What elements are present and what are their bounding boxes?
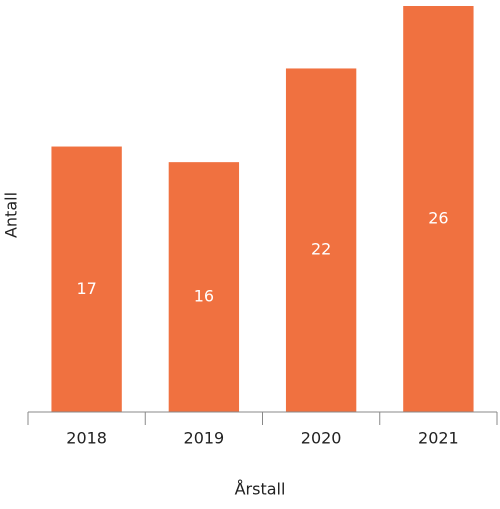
y-axis-label: Antall [2, 192, 21, 238]
bar [285, 68, 357, 412]
data-label: 26 [428, 209, 448, 228]
x-tick-label: 2020 [301, 429, 342, 448]
x-tick-label: 2018 [66, 429, 107, 448]
data-label: 16 [194, 287, 214, 306]
data-label: 17 [76, 279, 96, 298]
x-axis-label: Årstall [235, 480, 286, 499]
data-label: 22 [311, 240, 331, 259]
x-tick-label: 2019 [184, 429, 225, 448]
bar [168, 162, 240, 412]
bar [403, 6, 474, 412]
x-tick-label: 2021 [418, 429, 459, 448]
bar [51, 146, 122, 413]
